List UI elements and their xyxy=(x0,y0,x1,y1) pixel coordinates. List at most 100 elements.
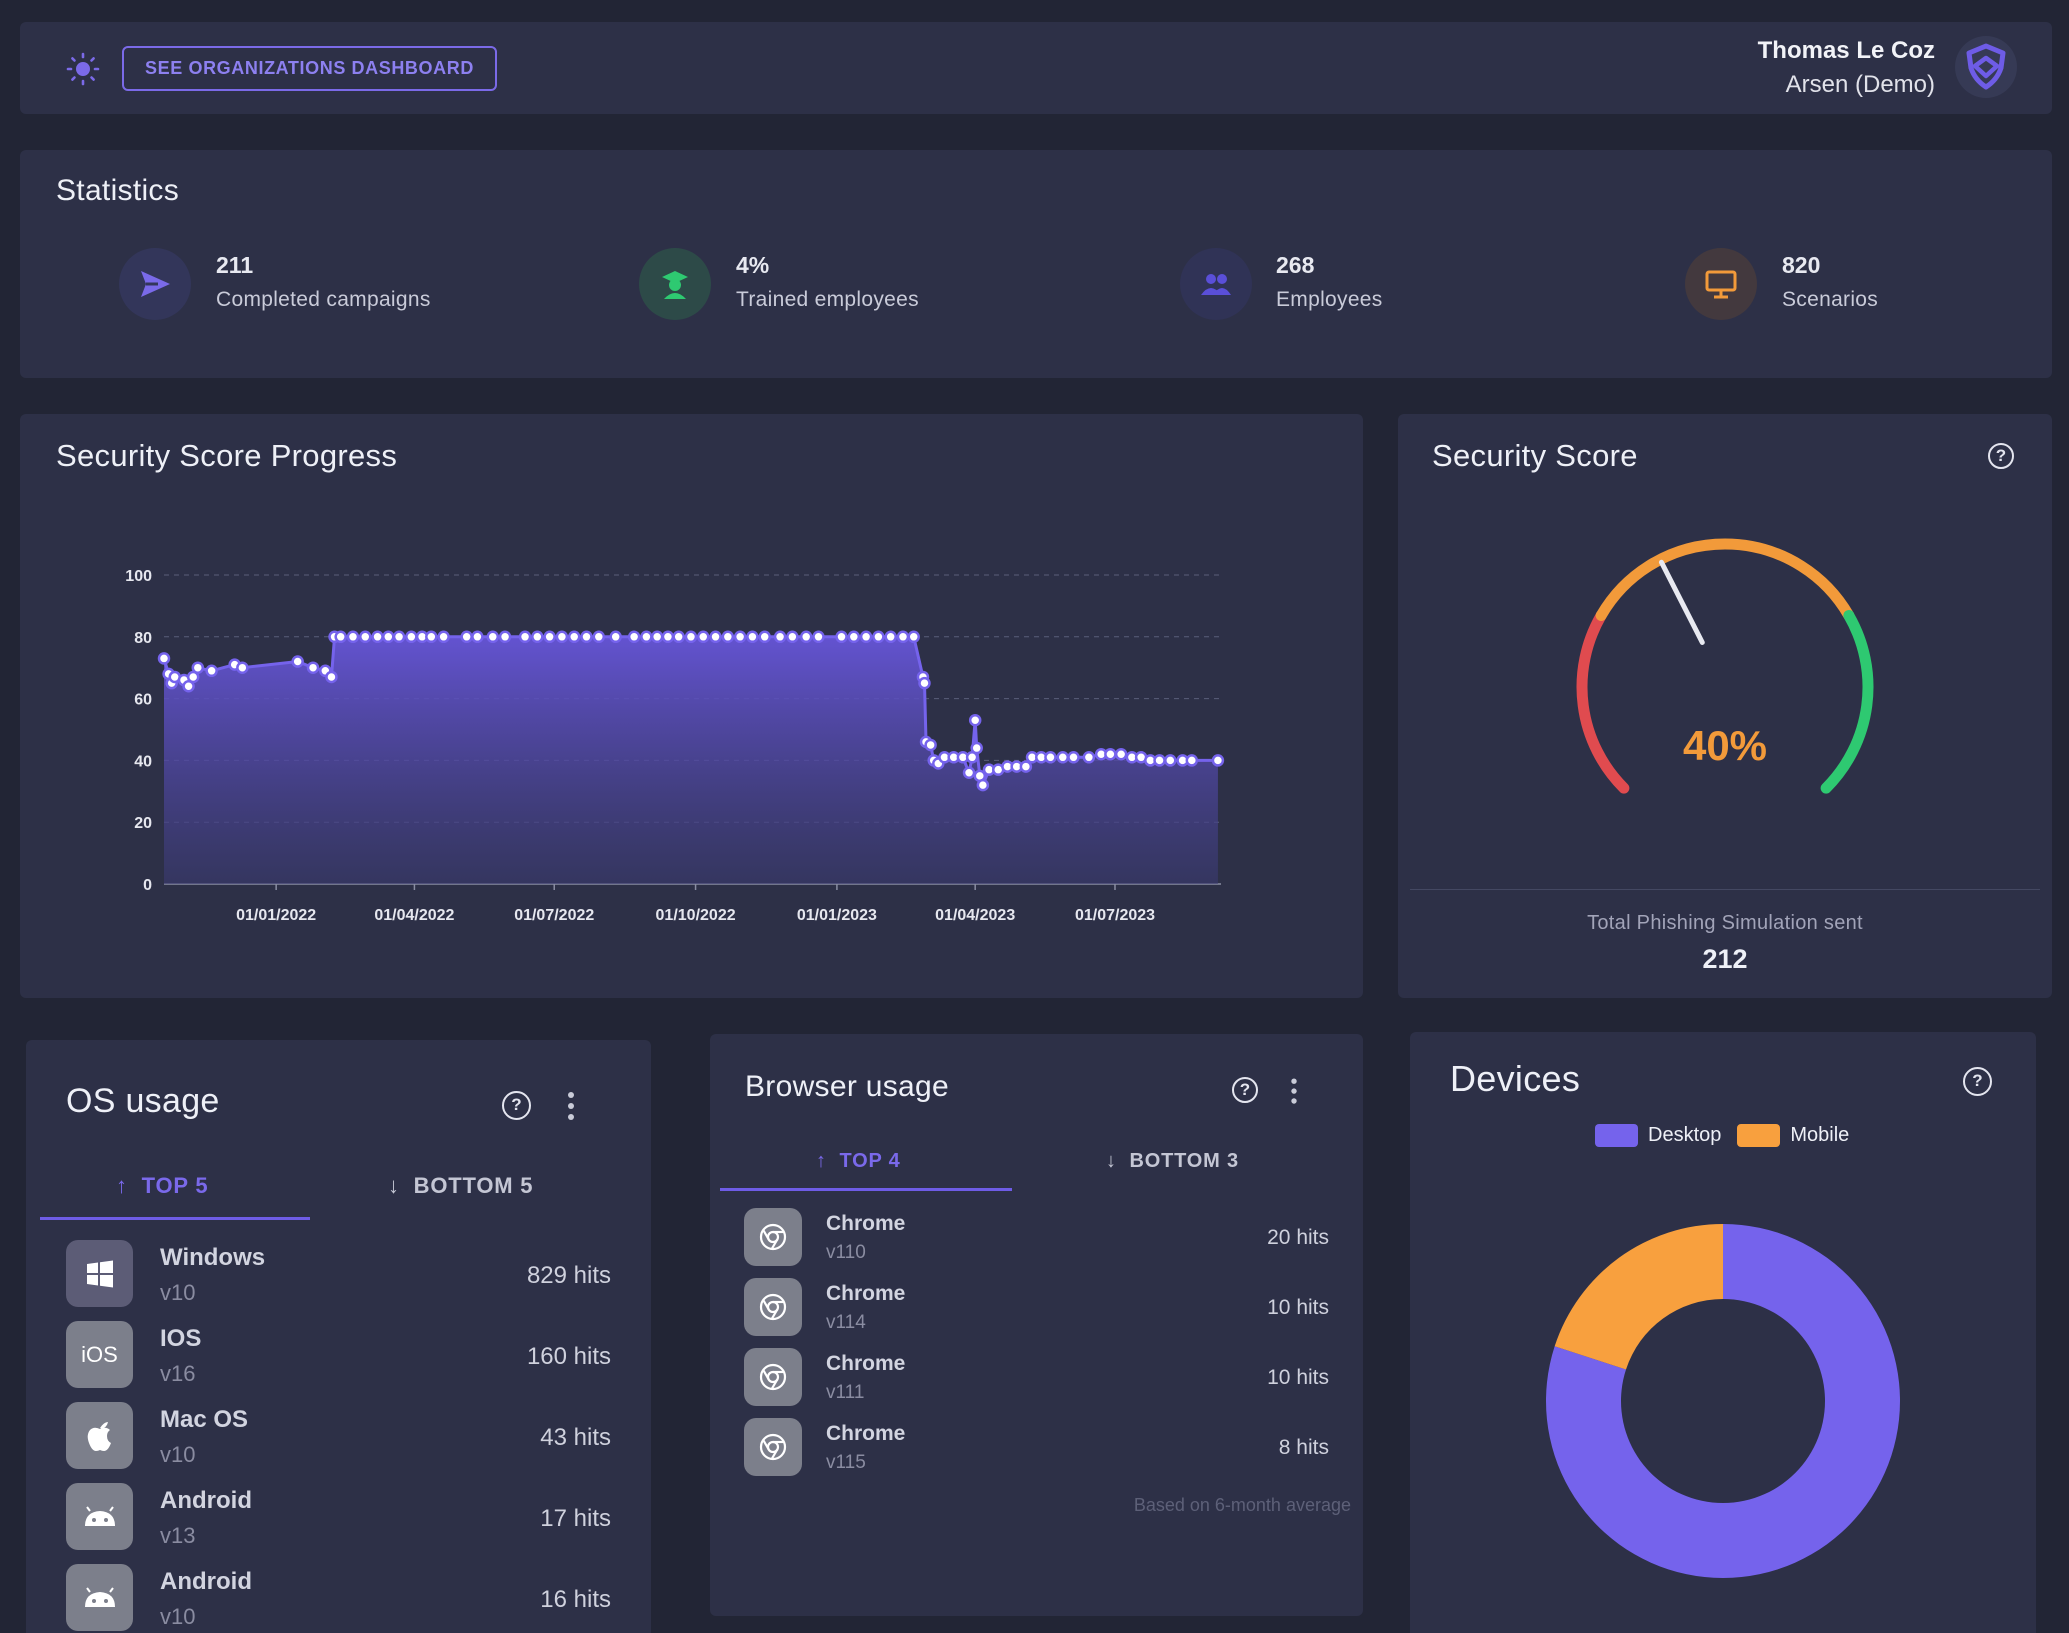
x-tick-label: 01/07/2023 xyxy=(1075,907,1155,924)
devices-legend: Desktop Mobile xyxy=(1595,1124,1849,1147)
score-point xyxy=(580,630,593,644)
score-point xyxy=(835,630,848,644)
score-point xyxy=(733,630,747,644)
score-point xyxy=(962,766,976,780)
os-version: v13 xyxy=(160,1523,196,1548)
os-version: v10 xyxy=(160,1604,196,1629)
score-point xyxy=(661,630,675,644)
android-icon xyxy=(66,1564,133,1631)
gauge-arc-low xyxy=(1576,610,1630,794)
ios-icon-text: iOS xyxy=(81,1341,118,1367)
legend-label-desktop[interactable]: Desktop xyxy=(1648,1124,1722,1146)
score-point xyxy=(460,630,473,644)
os-usage-title: OS usage xyxy=(66,1082,220,1120)
total-phishing-simulation-label: Total Phishing Simulation sent xyxy=(1587,912,1863,934)
score-point xyxy=(1082,751,1096,764)
ios-icon: iOS xyxy=(66,1321,133,1388)
gauge-needle xyxy=(1658,559,1705,645)
score-point xyxy=(672,630,685,644)
arsen-shield-logo-icon[interactable] xyxy=(1955,36,2017,98)
os-name: IOS xyxy=(160,1325,202,1352)
score-point xyxy=(896,630,910,644)
employees-value: 268 xyxy=(1276,252,1315,278)
total-phishing-simulation-value: 212 xyxy=(1702,944,1748,974)
score-point xyxy=(518,630,532,644)
score-point xyxy=(650,630,664,644)
score-point xyxy=(1164,754,1177,767)
y-tick-label: 0 xyxy=(143,877,152,894)
score-point xyxy=(1067,751,1080,764)
top-header-bar xyxy=(20,22,2052,114)
browser-usage-tab-top[interactable]: ↑ TOP 4 xyxy=(816,1150,901,1173)
browser-usage-tab-top-label: TOP 4 xyxy=(839,1150,901,1172)
scenarios-value: 820 xyxy=(1782,252,1821,278)
score-point xyxy=(405,630,418,644)
theme-toggle-sun-icon[interactable] xyxy=(66,52,100,86)
gauge-value: 40% xyxy=(1682,722,1768,769)
security-score-progress-title: Security Score Progress xyxy=(56,438,398,473)
browser-hits: 8 hits xyxy=(1278,1436,1329,1459)
browser-version: v110 xyxy=(826,1242,866,1263)
browser-hits: 10 hits xyxy=(1267,1366,1329,1389)
gauge-arc-mid xyxy=(1595,538,1855,621)
os-version: v10 xyxy=(160,1280,196,1305)
score-point xyxy=(709,630,722,644)
score-point xyxy=(205,664,218,678)
user-name: Thomas Le Coz xyxy=(1757,37,1935,64)
os-usage-help-icon[interactable]: ? xyxy=(502,1091,531,1120)
devices-help-icon[interactable]: ? xyxy=(1963,1067,1992,1096)
score-point xyxy=(157,652,171,665)
security-score-gauge xyxy=(1576,538,1874,794)
score-point xyxy=(1044,751,1057,764)
browser-usage-more-menu-icon[interactable] xyxy=(1290,1078,1297,1106)
employees-stat-icon xyxy=(1180,248,1252,320)
os-usage-more-menu-icon[interactable] xyxy=(567,1092,575,1122)
android-icon xyxy=(66,1483,133,1550)
monitor-icon xyxy=(1705,270,1737,299)
y-tick-label: 40 xyxy=(134,753,152,770)
graduate-icon xyxy=(662,271,688,299)
score-point xyxy=(1114,747,1128,761)
chrome-icon xyxy=(744,1348,802,1406)
score-point xyxy=(346,630,360,644)
trained-employees-stat-icon xyxy=(639,248,711,320)
browser-name: Chrome xyxy=(826,1422,906,1445)
score-point xyxy=(382,630,395,644)
os-usage-tab-bottom[interactable]: ↓ BOTTOM 5 xyxy=(388,1173,533,1199)
score-point xyxy=(1019,760,1033,773)
trained-employees-value: 4% xyxy=(736,252,770,278)
score-point xyxy=(471,630,484,644)
security-score-help-icon[interactable]: ? xyxy=(1988,443,2014,469)
devices-title: Devices xyxy=(1450,1058,1581,1099)
x-tick-label: 01/04/2023 xyxy=(935,907,1015,924)
score-point xyxy=(567,630,581,644)
browser-name: Chrome xyxy=(826,1282,906,1305)
os-usage-tab-top-label: TOP 5 xyxy=(141,1173,209,1198)
browser-usage-title: Browser usage xyxy=(745,1070,949,1103)
completed-campaigns-label: Completed campaigns xyxy=(216,288,431,311)
os-hits: 43 hits xyxy=(540,1424,611,1451)
score-point xyxy=(773,630,787,644)
see-organizations-dashboard-button[interactable]: SEE ORGANIZATIONS DASHBOARD xyxy=(122,46,497,91)
x-tick-label: 01/07/2022 xyxy=(514,907,594,924)
browser-usage-help-icon[interactable]: ? xyxy=(1232,1077,1258,1103)
chrome-icon xyxy=(744,1208,802,1266)
windows-icon xyxy=(66,1240,133,1307)
score-point xyxy=(968,713,982,727)
browser-usage-footnote: Based on 6-month average xyxy=(1133,1495,1351,1515)
scenarios-stat-icon xyxy=(1685,248,1757,320)
legend-label-mobile[interactable]: Mobile xyxy=(1790,1124,1850,1146)
security-score-title: Security Score xyxy=(1432,438,1638,473)
y-tick-label: 80 xyxy=(134,630,152,647)
x-tick-label: 01/01/2023 xyxy=(797,907,877,924)
arrow-up-icon: ↑ xyxy=(116,1173,128,1198)
browser-usage-tab-bottom[interactable]: ↓ BOTTOM 3 xyxy=(1106,1150,1239,1173)
trained-employees-label: Trained employees xyxy=(736,288,919,311)
score-point xyxy=(847,630,861,644)
score-point xyxy=(627,630,641,644)
score-point xyxy=(592,630,606,644)
score-point xyxy=(786,630,799,644)
browser-usage-tab-bottom-label: BOTTOM 3 xyxy=(1129,1150,1239,1172)
os-hits: 829 hits xyxy=(526,1262,611,1289)
os-usage-tab-top[interactable]: ↑ TOP 5 xyxy=(116,1173,208,1199)
